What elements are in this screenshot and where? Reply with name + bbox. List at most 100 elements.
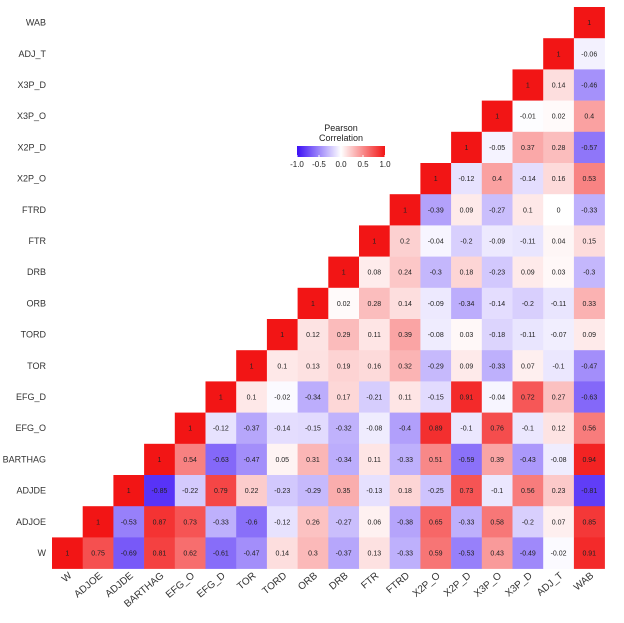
cell-value-label: 1 (434, 176, 438, 183)
cell-value-label: 0.12 (306, 332, 320, 339)
heatmap-cell (573, 475, 605, 507)
cell-value-label: -0.04 (489, 395, 505, 402)
cell-value-label: -0.33 (397, 551, 413, 558)
x-tick-label: FTR (359, 570, 381, 591)
heatmap-cell (389, 381, 421, 413)
heatmap-cell (543, 287, 575, 320)
cell-value-label: 0.13 (306, 363, 320, 370)
heatmap-cell (389, 475, 421, 507)
cell-value-label: -0.15 (428, 395, 444, 402)
heatmap-cell (359, 506, 390, 538)
heatmap-cell (297, 506, 329, 538)
cell-value-label: 0.14 (275, 551, 289, 558)
cell-value-label: 0.76 (490, 426, 504, 433)
heatmap-cell (328, 350, 360, 382)
heatmap-cell (543, 69, 575, 101)
heatmap-cell (328, 475, 360, 507)
heatmap-cell (359, 475, 390, 507)
heatmap-cell (451, 537, 483, 569)
heatmap-cell (174, 412, 206, 445)
cell-value-label: 0.58 (490, 519, 504, 526)
color-legend: Pearson Correlation -1.0 -0.5 0.0 0.5 1.0 (290, 123, 391, 169)
cell-value-label: 0.94 (582, 457, 596, 464)
heatmap-cell (297, 412, 329, 445)
heatmap-cell (420, 506, 452, 538)
cell-value-label: -0.08 (428, 332, 444, 339)
cell-value-label: -0.11 (520, 239, 536, 246)
heatmap-cell (543, 38, 575, 70)
x-tick-label: TORD (261, 570, 290, 597)
heatmap-cell (328, 287, 360, 320)
cell-value-label: 1 (311, 301, 315, 308)
heatmap-cell (389, 194, 421, 226)
legend-tick-label: -0.5 (312, 160, 326, 169)
heatmap-cell (451, 412, 483, 445)
heatmap-cell (359, 350, 390, 382)
cell-value-label: 0.14 (552, 83, 566, 90)
heatmap-cell (512, 163, 544, 195)
cell-value-label: -0.33 (489, 363, 505, 370)
x-tick-label: X2P_O (411, 570, 443, 599)
heatmap-cell (205, 443, 237, 476)
cell-value-label: -0.38 (397, 519, 413, 526)
cell-value-label: 0.81 (153, 551, 167, 558)
heatmap-cell (512, 475, 544, 507)
heatmap-cell (481, 319, 513, 351)
cell-value-label: -0.85 (151, 488, 167, 495)
heatmap-cell (451, 443, 483, 476)
heatmap-cell (389, 443, 421, 476)
heatmap-cell (205, 537, 237, 569)
heatmap-cell (359, 287, 390, 320)
heatmap-cell (144, 475, 176, 507)
cell-value-label: -0.1 (491, 488, 503, 495)
legend-tick-label: 0.0 (335, 160, 347, 169)
cell-value-label: 0.07 (552, 519, 566, 526)
heatmap-cell (389, 225, 421, 257)
cell-value-label: 0.23 (552, 488, 566, 495)
heatmap-cell (481, 443, 513, 476)
heatmap-cell (573, 506, 605, 538)
cell-value-label: -0.32 (336, 426, 352, 433)
cell-value-label: 0.54 (183, 457, 197, 464)
heatmap-cell (543, 225, 575, 257)
heatmap-cell (420, 256, 452, 289)
cell-value-label: 0.2 (400, 239, 410, 246)
cell-value-label: 0.59 (429, 551, 443, 558)
legend-tick-label: -1.0 (290, 160, 304, 169)
cell-value-label: 1 (342, 270, 346, 277)
heatmap-cell (573, 100, 605, 133)
heatmap-cell (451, 506, 483, 538)
cell-value-label: -0.22 (182, 488, 198, 495)
cell-value-label: 0.08 (368, 270, 382, 277)
cell-value-label: 0.53 (582, 176, 596, 183)
x-tick-label: X3P_D (503, 570, 534, 599)
heatmap-cell (573, 69, 605, 101)
cell-value-label: 0.11 (398, 395, 411, 402)
heatmap-cell (451, 381, 483, 413)
cell-value-label: 0.28 (552, 145, 566, 152)
cell-value-label: 0.37 (521, 145, 535, 152)
heatmap-cell (512, 256, 544, 289)
cell-value-label: -0.81 (581, 488, 597, 495)
cell-value-label: -0.27 (336, 519, 352, 526)
cell-value-label: 0.05 (275, 457, 289, 464)
cell-value-label: 0.39 (398, 332, 412, 339)
heatmap-cell (328, 506, 360, 538)
cell-value-label: 0.02 (552, 114, 566, 121)
cell-value-label: -0.08 (366, 426, 382, 433)
heatmap-cell (481, 537, 513, 569)
cell-value-label: 0.85 (582, 519, 596, 526)
y-tick-label: X3P_D (17, 80, 46, 90)
heatmap-cell (389, 412, 421, 445)
y-tick-label: FTR (29, 236, 47, 246)
heatmap-cell (451, 194, 483, 226)
heatmap-cell (82, 537, 114, 569)
cell-value-label: -0.33 (458, 519, 474, 526)
cell-value-label: 1 (403, 207, 407, 214)
heatmap-cell (512, 69, 544, 101)
cell-value-label: 0.09 (582, 332, 596, 339)
heatmap-cell (420, 537, 452, 569)
heatmap-cell (481, 256, 513, 289)
cell-value-label: 0.91 (460, 395, 474, 402)
cell-value-label: 0.11 (368, 332, 381, 339)
